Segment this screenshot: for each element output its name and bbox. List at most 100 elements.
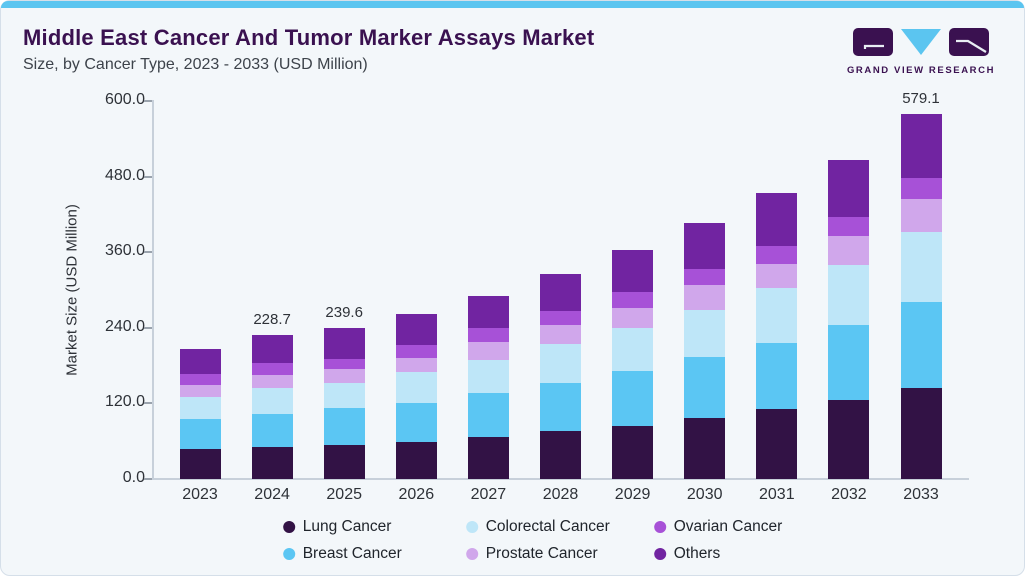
bar-segment-prostate-cancer <box>540 325 581 345</box>
bar-segment-breast-cancer <box>395 403 437 442</box>
bar-segment-ovarian-cancer <box>323 358 365 369</box>
accent-bar <box>1 1 1024 8</box>
y-axis-tick-mark <box>144 251 152 254</box>
legend-item: Colorectal Cancer <box>465 515 654 538</box>
bar-segment-breast-cancer <box>323 408 365 445</box>
bar-segment-ovarian-cancer <box>179 374 221 385</box>
x-axis-label: 2028 <box>542 486 579 503</box>
bar-segment-ovarian-cancer <box>540 310 581 326</box>
x-axis-label: 2029 <box>614 486 651 503</box>
bar-segment-prostate-cancer <box>612 307 654 329</box>
bar-segment-ovarian-cancer <box>251 362 293 375</box>
bar-value-label: 228.7 <box>253 310 291 328</box>
y-axis-tick-label: 480.0 <box>104 166 145 184</box>
bar-value-label: 239.6 <box>325 304 363 322</box>
bar-segment-colorectal-cancer <box>251 387 293 415</box>
x-axis-label: 2024 <box>254 486 290 503</box>
bar-segment-lung-cancer <box>179 449 221 479</box>
bar-segment-prostate-cancer <box>900 198 942 232</box>
bar-segment-colorectal-cancer <box>179 397 221 419</box>
logo-text: GRAND VIEW RESEARCH <box>846 65 996 76</box>
legend-item: Breast Cancer <box>282 542 466 565</box>
bar-segment-prostate-cancer <box>828 236 870 266</box>
bar-segment-ovarian-cancer <box>467 328 509 343</box>
bar-segment-colorectal-cancer <box>900 231 942 303</box>
legend-swatch-icon <box>282 547 295 560</box>
bar-segment-others <box>251 334 293 363</box>
page-title: Middle East Cancer And Tumor Marker Assa… <box>23 25 595 50</box>
bar-segment-breast-cancer <box>900 302 942 388</box>
legend-swatch-icon <box>465 547 478 560</box>
bar-segment-lung-cancer <box>395 441 437 479</box>
logo-g-tile-icon <box>853 28 893 56</box>
legend-swatch-icon <box>282 520 295 533</box>
bar-segment-colorectal-cancer <box>467 360 509 393</box>
legend-label: Breast Cancer <box>302 544 402 562</box>
bar-segment-others <box>540 274 581 311</box>
bar-segment-colorectal-cancer <box>828 265 870 326</box>
page-subtitle: Size, by Cancer Type, 2023 - 2033 (USD M… <box>23 56 368 73</box>
bar-segment-breast-cancer <box>612 370 654 426</box>
legend-swatch-icon <box>653 520 666 533</box>
legend-label: Ovarian Cancer <box>673 517 783 535</box>
legend: Lung Cancer Colorectal Cancer Ovarian Canc… <box>282 515 783 565</box>
logo-r-glyph-icon <box>956 39 987 53</box>
bar-segment-breast-cancer <box>684 357 726 419</box>
bar-segment-breast-cancer <box>756 343 798 409</box>
y-axis-tick-label: 0.0 <box>122 469 145 486</box>
bar-segment-lung-cancer <box>756 408 798 479</box>
bar-segment-breast-cancer <box>179 418 221 450</box>
bar-segment-others <box>467 295 509 329</box>
bar-segment-lung-cancer <box>251 447 293 479</box>
bar-segment-others <box>684 223 726 269</box>
x-axis-label: 2032 <box>831 486 867 503</box>
y-axis-title: Market Size (USD Million) <box>63 204 81 376</box>
bar-segment-others <box>612 250 654 293</box>
y-axis-tick-label: 240.0 <box>104 317 145 335</box>
bar-segment-colorectal-cancer <box>323 383 365 409</box>
bar-segment-colorectal-cancer <box>540 344 581 383</box>
legend-item: Others <box>653 542 783 565</box>
bar-segment-others <box>756 193 798 247</box>
y-axis-tick-label: 600.0 <box>104 91 145 108</box>
bar-segment-others <box>395 314 437 345</box>
bar-segment-prostate-cancer <box>251 374 293 388</box>
y-axis-tick-mark <box>144 175 152 178</box>
x-axis-label: 2031 <box>759 486 795 503</box>
bar-segment-others <box>828 160 870 217</box>
bar-segment-colorectal-cancer <box>684 309 726 358</box>
legend-item: Prostate Cancer <box>465 542 654 565</box>
bar-segment-ovarian-cancer <box>756 246 798 264</box>
bar-segment-prostate-cancer <box>684 285 726 310</box>
legend-swatch-icon <box>653 547 666 560</box>
bar-segment-lung-cancer <box>612 425 654 479</box>
legend-label: Lung Cancer <box>302 517 392 535</box>
y-axis-tick-label: 120.0 <box>104 393 145 411</box>
bar-value-label: 579.1 <box>902 90 940 108</box>
x-axis-label: 2025 <box>326 486 362 503</box>
legend-label: Prostate Cancer <box>485 544 598 562</box>
bar-segment-others <box>323 328 365 359</box>
x-axis-label: 2033 <box>903 486 939 503</box>
bar-segment-lung-cancer <box>684 418 726 479</box>
legend-swatch-icon <box>465 520 478 533</box>
bar-segment-breast-cancer <box>251 414 293 448</box>
legend-item: Lung Cancer <box>282 515 466 538</box>
logo-marks-icon <box>853 28 989 56</box>
bar-segment-breast-cancer <box>467 392 509 438</box>
bar-segment-colorectal-cancer <box>395 371 437 404</box>
bar-segment-prostate-cancer <box>467 342 509 361</box>
y-axis-tick-mark <box>144 100 152 102</box>
y-axis-line <box>152 100 154 480</box>
bar-segment-lung-cancer <box>828 399 870 479</box>
logo-v-triangle-icon <box>901 29 941 55</box>
bar-segment-others <box>900 114 942 178</box>
bar-segment-lung-cancer <box>467 437 509 479</box>
bar-segment-lung-cancer <box>323 444 365 479</box>
logo: GRAND VIEW RESEARCH <box>846 28 996 76</box>
header: Middle East Cancer And Tumor Marker Assa… <box>23 25 594 74</box>
legend-label: Colorectal Cancer <box>485 517 610 535</box>
x-axis-label: 2027 <box>470 486 507 503</box>
